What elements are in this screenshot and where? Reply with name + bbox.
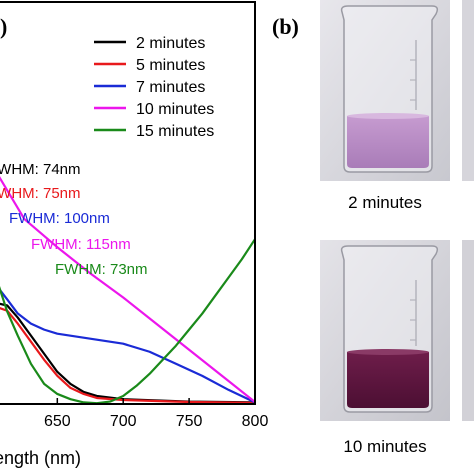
fwhm-annotation-2min: FWHM: 74nm [0, 161, 81, 178]
legend-label: 10 minutes [136, 101, 214, 118]
x-tick-label: 700 [110, 413, 137, 430]
plot-frame [0, 1, 256, 405]
x-tick-label: 650 [44, 413, 71, 430]
fwhm-annotation-7min: FWHM: 100nm [9, 210, 110, 227]
panel-a-label: ) [0, 14, 8, 39]
fwhm-annotation-15min: FWHM: 73nm [55, 261, 148, 278]
beaker-photo-10min [320, 240, 450, 421]
legend-label: 7 minutes [136, 79, 205, 96]
legend-label: 5 minutes [136, 57, 205, 74]
fwhm-annotation-5min: FWHM: 75nm [0, 185, 81, 202]
plot-lines [0, 176, 256, 405]
photo-caption-10min: 10 minutes [343, 437, 427, 456]
x-ticks: 650 700 750 800 [44, 398, 268, 430]
fwhm-annotation-10min: FWHM: 115nm [31, 236, 131, 253]
x-axis-label: ength (nm) [0, 448, 82, 468]
series-line-10-minutes [0, 176, 256, 403]
photo-caption-2min: 2 minutes [348, 193, 422, 212]
series-line-5-minutes [0, 307, 256, 404]
legend-label: 2 minutes [136, 35, 205, 52]
photo-edge-sliver [462, 0, 474, 181]
legend-label: 15 minutes [136, 123, 214, 140]
panel-b-label: (b) [272, 14, 299, 39]
beaker-photo-2min [320, 0, 450, 181]
legend: 2 minutes 5 minutes 7 minutes 10 minutes 15 … [94, 35, 214, 140]
series-line-15-minutes [0, 238, 256, 405]
series-line-7-minutes [0, 288, 256, 404]
x-tick-label: 750 [176, 413, 203, 430]
x-tick-label: 800 [242, 413, 269, 430]
photo-edge-sliver-2 [462, 240, 474, 421]
